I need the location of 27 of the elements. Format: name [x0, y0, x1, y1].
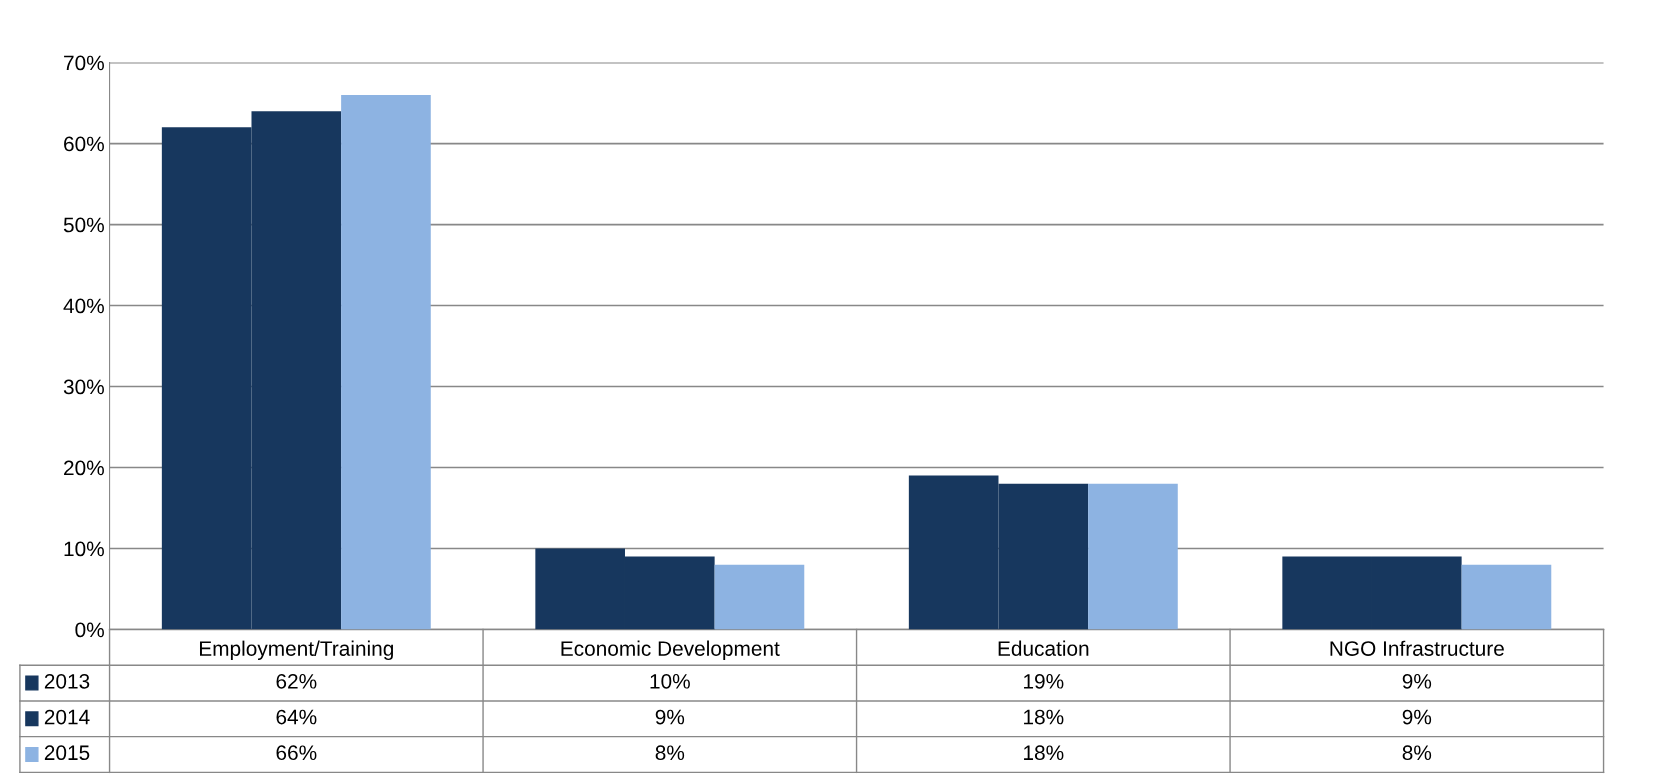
- legend-label: 2015: [44, 745, 90, 761]
- y-tick-label: 10%: [64, 541, 104, 557]
- y-tick-label: 0%: [75, 622, 104, 638]
- y-tick-label: 70%: [64, 55, 104, 71]
- y-tick-label: 30%: [63, 379, 104, 395]
- data-label: 9%: [1402, 673, 1432, 689]
- data-label: 62%: [276, 673, 317, 689]
- data-label: 18%: [1024, 745, 1064, 761]
- data-label: 66%: [276, 745, 317, 761]
- data-label: 18%: [1024, 709, 1064, 725]
- x-tick-label: NGO Infrastructure: [1330, 640, 1504, 656]
- data-label: 9%: [655, 709, 685, 725]
- y-tick-label: 50%: [63, 217, 104, 233]
- y-tick-label: 60%: [64, 136, 104, 152]
- legend-label: 2014: [44, 709, 90, 725]
- x-tick-label: Education: [998, 640, 1089, 656]
- data-label: 8%: [1402, 745, 1432, 761]
- x-tick-label: Employment/Training: [200, 640, 393, 661]
- data-label: 64%: [276, 709, 317, 725]
- data-label: 8%: [655, 745, 685, 761]
- data-label: 10%: [650, 673, 690, 689]
- legend-label: 2013: [44, 673, 90, 689]
- data-label: 9%: [1402, 709, 1432, 725]
- data-label: 19%: [1024, 673, 1064, 689]
- y-tick-label: 40%: [63, 298, 104, 314]
- y-tick-label: 20%: [64, 460, 104, 476]
- x-tick-label: Economic Development: [561, 640, 780, 661]
